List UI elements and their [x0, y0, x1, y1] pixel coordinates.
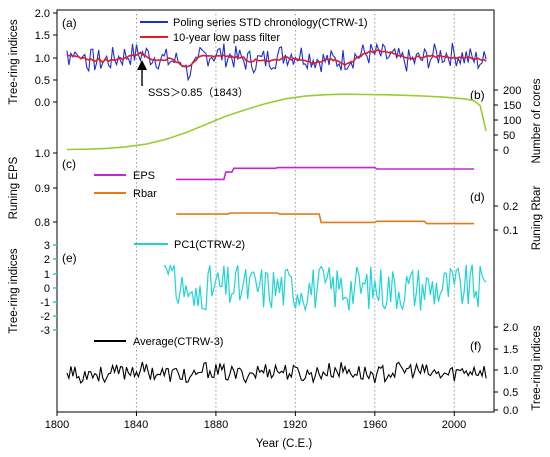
panel-b-y-tick: 0: [503, 145, 509, 157]
legend-text-rbar: Rbar: [133, 188, 157, 200]
panel-c-y-label: Runing EPS: [8, 156, 20, 219]
panel-f-y-label: Tree-ring indices: [531, 325, 543, 410]
series-average-ctrw3: [66, 361, 487, 385]
panel-f-y-tick: 0.0: [503, 405, 518, 417]
x-tick-label: 1840: [124, 419, 148, 431]
x-tick-label: 1800: [45, 419, 69, 431]
series-eps: [176, 166, 475, 181]
panel-e-y-tick: 0: [44, 283, 50, 295]
x-tick-label: 1880: [204, 419, 228, 431]
panel-d-y-tick: 0.2: [503, 201, 518, 213]
x-tick-labels: 1800 1840 1880 1920 1960 2000: [45, 419, 466, 431]
panel-d-tag: (d): [470, 190, 485, 204]
panel-c-tag: (c): [62, 157, 76, 171]
panel-c-y-tick: 0.8: [35, 217, 50, 229]
x-axis-label: Year (C.E.): [256, 438, 313, 450]
panel-a-y-tick: 1.0: [35, 53, 50, 65]
panel-a-y-tick: 0.5: [35, 75, 50, 87]
panel-f: (f) 2.0 1.5 1.0 0.5 0.0 Tree-ring indice…: [66, 322, 543, 417]
x-tick-label: 1960: [363, 419, 387, 431]
x-tick-label: 2000: [442, 419, 466, 431]
panel-e-y-tick: 1: [44, 269, 50, 281]
panel-c-y-tick: 0.9: [35, 183, 50, 195]
legend-text-eps: EPS: [133, 170, 155, 182]
panel-b: (b) 200 150 100 50 0 Number of cores: [66, 78, 543, 164]
panel-d-y-label: Runing Rbar: [531, 186, 543, 251]
plot-frame: [56, 9, 495, 413]
panel-e-y-tick: -2: [40, 311, 50, 323]
panel-e-tag: (e): [62, 251, 77, 265]
sss-arrow-head: [137, 60, 147, 70]
panel-a: (a) 2.0 1.5 1.0 0.5 0.0 Tree-ring indice…: [8, 8, 487, 109]
x-axis-ticks: [56, 412, 455, 416]
panel-d: (d) 0.2 0.1 Runing Rbar: [176, 186, 543, 251]
legend-text-average: Average(CTRW-3): [133, 336, 223, 348]
series-rbar: [176, 212, 475, 225]
legend-text-lowpass: 10-year low pass filter: [173, 32, 280, 44]
panel-b-y-tick: 100: [503, 115, 521, 127]
panel-d-y-tick: 0.1: [503, 225, 518, 237]
panel-e-y-tick: -3: [40, 325, 50, 337]
sss-annotation: SSS＞0.85（1843）: [148, 86, 249, 99]
panel-b-y-tick: 50: [503, 130, 515, 142]
panel-a-y-label: Tree-ring indices: [8, 19, 20, 104]
panel-a-y-tick: 2.0: [35, 8, 50, 20]
legend-text-ctrw1: Poling series STD chronology(CTRW-1): [173, 17, 368, 29]
panel-b-tag: (b): [470, 88, 485, 102]
series-10yr-low-pass: [66, 49, 487, 68]
series-pc1-ctrw2: [163, 263, 487, 313]
panel-f-y-tick: 2.0: [503, 322, 518, 334]
panel-e-y-tick: 2: [44, 254, 50, 266]
panel-e-y-tick: -1: [40, 297, 50, 309]
panel-b-y-tick: 200: [503, 85, 521, 97]
vertical-grid-lines: [135, 10, 455, 412]
panel-b-y-label: Number of cores: [531, 78, 543, 163]
panel-e-y-tick: 3: [44, 240, 50, 252]
panel-a-y-tick: 1.5: [35, 30, 50, 42]
panel-a-tag: (a): [62, 16, 77, 30]
panel-e-y-ticks: [53, 244, 57, 331]
panel-f-y-tick: 1.5: [503, 344, 518, 356]
series-number-of-cores: [66, 93, 487, 151]
panel-f-y-tick: 0.5: [503, 387, 518, 399]
panel-b-y-tick: 150: [503, 100, 521, 112]
panel-c-y-tick: 1.0: [35, 148, 50, 160]
panel-e-y-label: Tree-ring indices: [8, 248, 20, 333]
panel-e: (e) 3 2 1 0 -1 -2 -3 Tree-ring indices P…: [8, 239, 487, 337]
panel-c: (c) 1.0 0.9 0.8 Runing EPS EPS Rbar: [8, 148, 475, 229]
legend-text-pc1: PC1(CTRW-2): [174, 239, 245, 251]
panel-f-y-tick: 1.0: [503, 365, 518, 377]
series-ctrw1-chronology: [66, 42, 487, 82]
panel-a-y-tick: 0.0: [35, 97, 50, 109]
panel-f-tag: (f): [470, 339, 481, 353]
x-tick-label: 1920: [283, 419, 307, 431]
